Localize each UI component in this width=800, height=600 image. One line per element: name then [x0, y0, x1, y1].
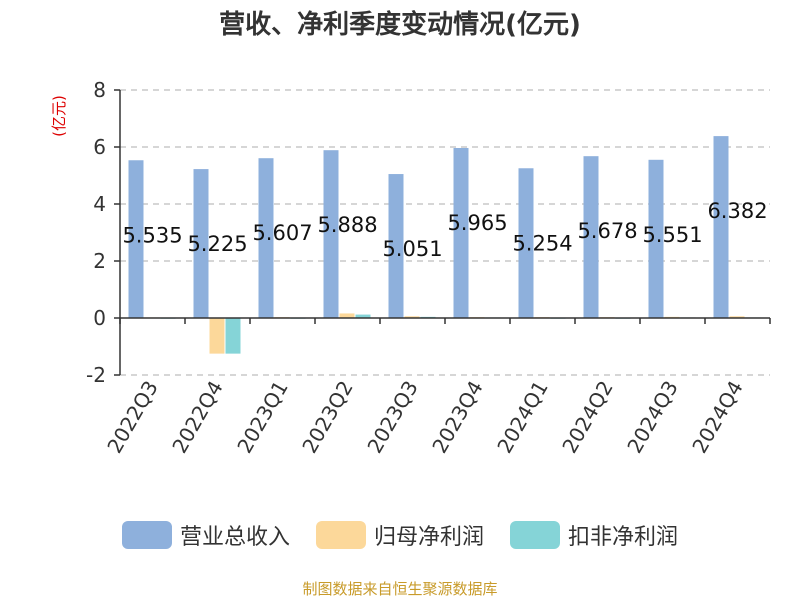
data-label: 5.535 — [122, 223, 182, 247]
data-label: 5.254 — [512, 231, 572, 255]
legend-label: 扣非净利润 — [568, 525, 679, 550]
data-label: 5.051 — [382, 237, 442, 261]
bar-营业总收入-2023Q4[interactable] — [453, 147, 469, 318]
bar-归母净利润-2024Q4[interactable] — [729, 316, 745, 318]
x-tick-label: 2022Q4 — [167, 377, 227, 458]
data-label: 5.551 — [642, 223, 702, 247]
y-tick-label: 6 — [93, 135, 106, 159]
x-tick-label: 2024Q4 — [687, 377, 747, 458]
y-tick-label: 8 — [93, 78, 106, 102]
bar-营业总收入-2023Q3[interactable] — [388, 174, 404, 318]
data-label: 5.607 — [252, 221, 312, 245]
legend-item-net-profit[interactable]: 归母净利润 — [315, 519, 484, 551]
x-tick-label: 2022Q3 — [102, 377, 162, 458]
x-tick-label: 2023Q2 — [297, 377, 357, 458]
x-tick-label: 2023Q4 — [427, 377, 487, 458]
legend-label: 营业总收入 — [179, 525, 290, 550]
bar-归母净利润-2022Q4[interactable] — [209, 318, 225, 354]
legend-item-revenue[interactable]: 营业总收入 — [121, 519, 290, 551]
legend-swatch-deducted-profit — [510, 521, 560, 549]
bar-营业总收入-2024Q1[interactable] — [518, 168, 534, 318]
legend-swatch-net-profit — [315, 521, 366, 549]
y-tick-label: 4 — [93, 192, 106, 216]
bar-营业总收入-2024Q4[interactable] — [713, 136, 729, 318]
bar-归母净利润-2023Q3[interactable] — [404, 316, 420, 318]
y-tick-label: 2 — [93, 249, 106, 273]
legend-swatch-revenue — [121, 521, 172, 549]
data-label: 5.888 — [317, 213, 377, 237]
data-label: 6.382 — [707, 199, 767, 223]
x-tick-label: 2024Q3 — [622, 377, 682, 458]
bar-营业总收入-2024Q3[interactable] — [648, 159, 664, 318]
y-tick-label: 0 — [93, 306, 106, 330]
bar-营业总收入-2022Q4[interactable] — [193, 169, 209, 318]
x-tick-label: 2024Q1 — [492, 377, 552, 458]
legend-label: 归母净利润 — [373, 525, 484, 550]
x-tick-label: 2024Q2 — [557, 377, 617, 458]
legend-item-deducted-profit[interactable]: 扣非净利润 — [510, 519, 678, 551]
bar-归母净利润-2023Q2[interactable] — [339, 313, 355, 318]
bar-营业总收入-2022Q3[interactable] — [128, 160, 144, 318]
bar-营业总收入-2023Q1[interactable] — [258, 158, 274, 318]
data-label: 5.225 — [187, 232, 247, 256]
x-tick-label: 2023Q1 — [232, 377, 292, 458]
legend: 营业总收入 归母净利润 扣非净利润 — [0, 519, 800, 551]
bar-扣非净利润-2022Q4[interactable] — [225, 318, 241, 354]
y-axis-label: (亿元) — [50, 95, 68, 137]
data-labels: 5.535 5.225 5.607 5.8885.0515.9655.2545.678… — [122, 199, 767, 261]
x-tick-label: 2023Q3 — [362, 377, 422, 458]
data-label: 5.965 — [447, 211, 507, 235]
bar-扣非净利润-2023Q2[interactable] — [355, 314, 371, 318]
source-note: 制图数据来自恒生聚源数据库 — [302, 580, 498, 598]
y-tick-label: -2 — [86, 363, 106, 387]
chart-title: 营收、净利季度变动情况(亿元) — [219, 10, 581, 40]
bar-营业总收入-2023Q2[interactable] — [323, 150, 339, 318]
data-label: 5.678 — [577, 219, 637, 243]
bar-营业总收入-2024Q2[interactable] — [583, 156, 599, 318]
bars — [128, 136, 761, 354]
